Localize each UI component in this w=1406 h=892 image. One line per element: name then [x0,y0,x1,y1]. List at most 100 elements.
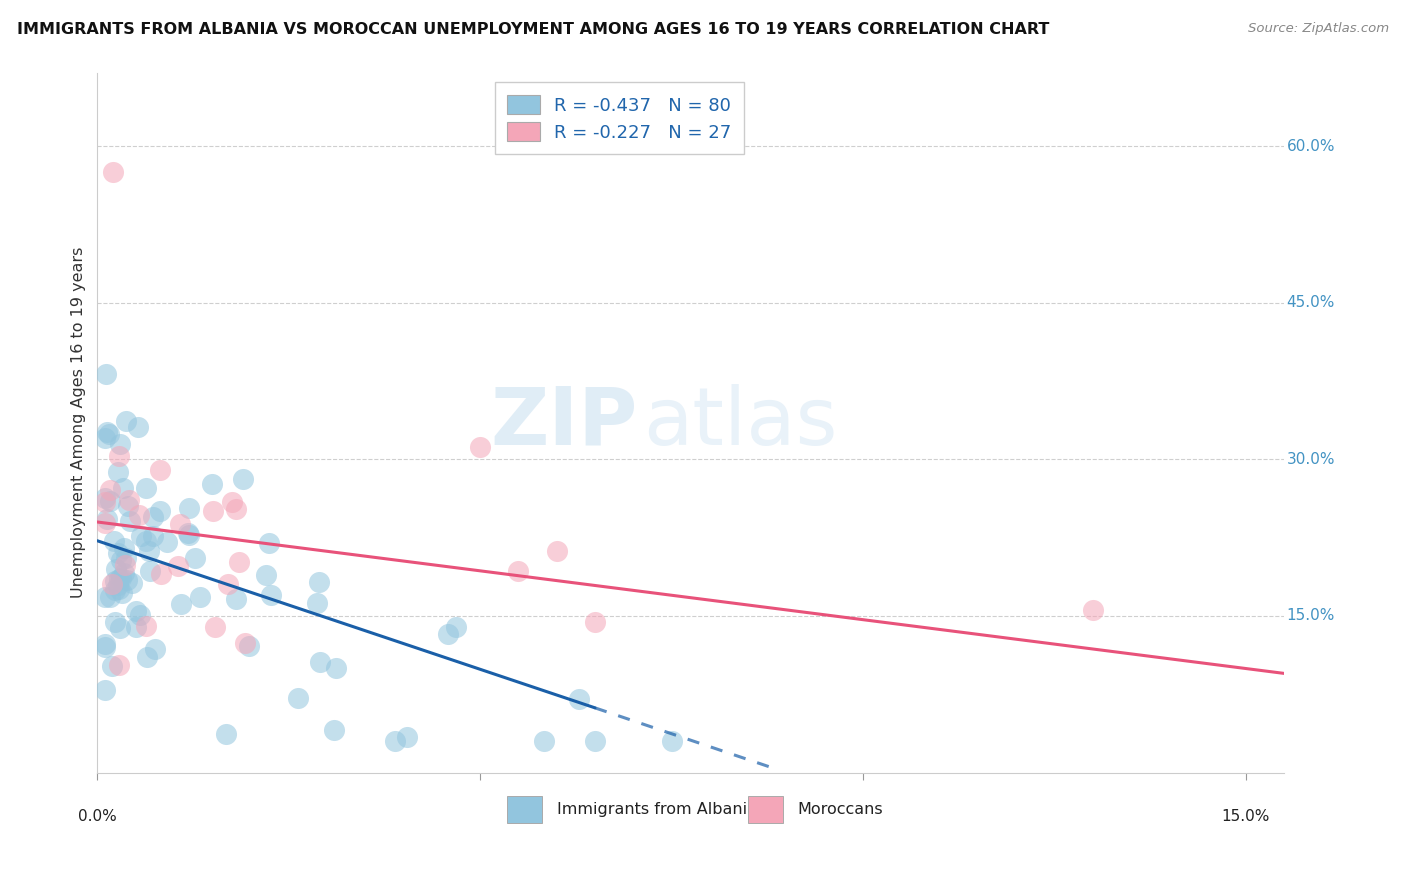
Point [221,495,243,509]
Point [184,550,207,565]
Point [568,691,591,706]
Text: 45.0%: 45.0% [1286,295,1334,310]
Point [114,413,136,427]
Point [114,558,136,572]
Point [142,529,165,543]
Point [94,590,117,604]
Point [156,534,179,549]
FancyBboxPatch shape [506,797,543,823]
Point [149,463,172,477]
Point [98,427,121,442]
Point [94,637,117,651]
Point [112,566,135,581]
Point [661,734,683,748]
Point [129,529,152,543]
Text: ZIP: ZIP [491,384,637,462]
Text: 60.0%: 60.0% [1286,138,1334,153]
Point [112,482,135,496]
Text: 15.0%: 15.0% [1286,608,1334,624]
Point [179,528,201,542]
Point [135,649,157,664]
Text: atlas: atlas [644,384,838,462]
Point [118,492,141,507]
Point [108,572,131,586]
Point [305,596,328,610]
Point [103,534,125,549]
Text: IMMIGRANTS FROM ALBANIA VS MOROCCAN UNEMPLOYMENT AMONG AGES 16 TO 19 YEARS CORRE: IMMIGRANTS FROM ALBANIA VS MOROCCAN UNEM… [17,22,1049,37]
Point [94,367,117,381]
Point [225,592,247,607]
Point [217,577,239,591]
Point [323,723,346,738]
Point [110,571,132,585]
Point [112,541,135,556]
Point [437,626,460,640]
Point [104,562,127,576]
Point [107,449,129,463]
Point [215,727,238,741]
Point [98,590,121,604]
Point [111,586,134,600]
Point [169,516,191,531]
Point [204,620,226,634]
Point [96,511,118,525]
Point [110,553,132,567]
Text: 30.0%: 30.0% [1286,452,1334,467]
Point [257,536,280,550]
Point [135,482,157,496]
Point [201,477,224,491]
Point [142,509,165,524]
Point [107,465,129,479]
Point [94,682,117,697]
Point [232,472,254,486]
Point [254,568,277,582]
Point [583,615,606,629]
Point [384,734,406,748]
Point [94,494,117,508]
Point [94,516,117,530]
Point [143,642,166,657]
FancyBboxPatch shape [748,797,783,823]
Point [260,588,283,602]
Point [101,165,124,179]
Text: 0.0%: 0.0% [77,809,117,824]
Text: Moroccans: Moroccans [797,802,883,817]
Point [94,491,117,505]
Point [118,514,141,528]
Point [127,420,149,434]
Point [121,576,143,591]
Point [94,640,117,655]
Point [94,431,117,445]
Text: Immigrants from Albania: Immigrants from Albania [557,802,756,817]
Point [201,504,224,518]
Point [470,440,492,454]
Point [98,483,121,498]
Point [104,582,127,597]
Point [309,655,332,669]
Point [533,734,555,748]
Point [1081,603,1104,617]
Point [98,494,121,508]
Point [104,615,127,629]
Point [125,604,148,618]
Y-axis label: Unemployment Among Ages 16 to 19 years: Unemployment Among Ages 16 to 19 years [72,247,86,599]
Point [117,499,139,513]
Point [96,425,118,439]
Point [188,590,211,604]
Point [325,661,347,675]
Point [583,734,606,748]
Point [107,578,129,592]
Point [228,556,250,570]
Point [396,731,419,745]
Point [169,597,191,611]
Point [308,575,330,590]
Point [233,636,256,650]
Point [115,573,138,587]
Point [114,551,136,566]
Legend: R = -0.437   N = 80, R = -0.227   N = 27: R = -0.437 N = 80, R = -0.227 N = 27 [495,82,744,154]
Point [149,504,172,518]
Point [110,437,132,451]
Point [125,620,148,634]
Point [135,533,157,548]
Point [104,574,127,588]
